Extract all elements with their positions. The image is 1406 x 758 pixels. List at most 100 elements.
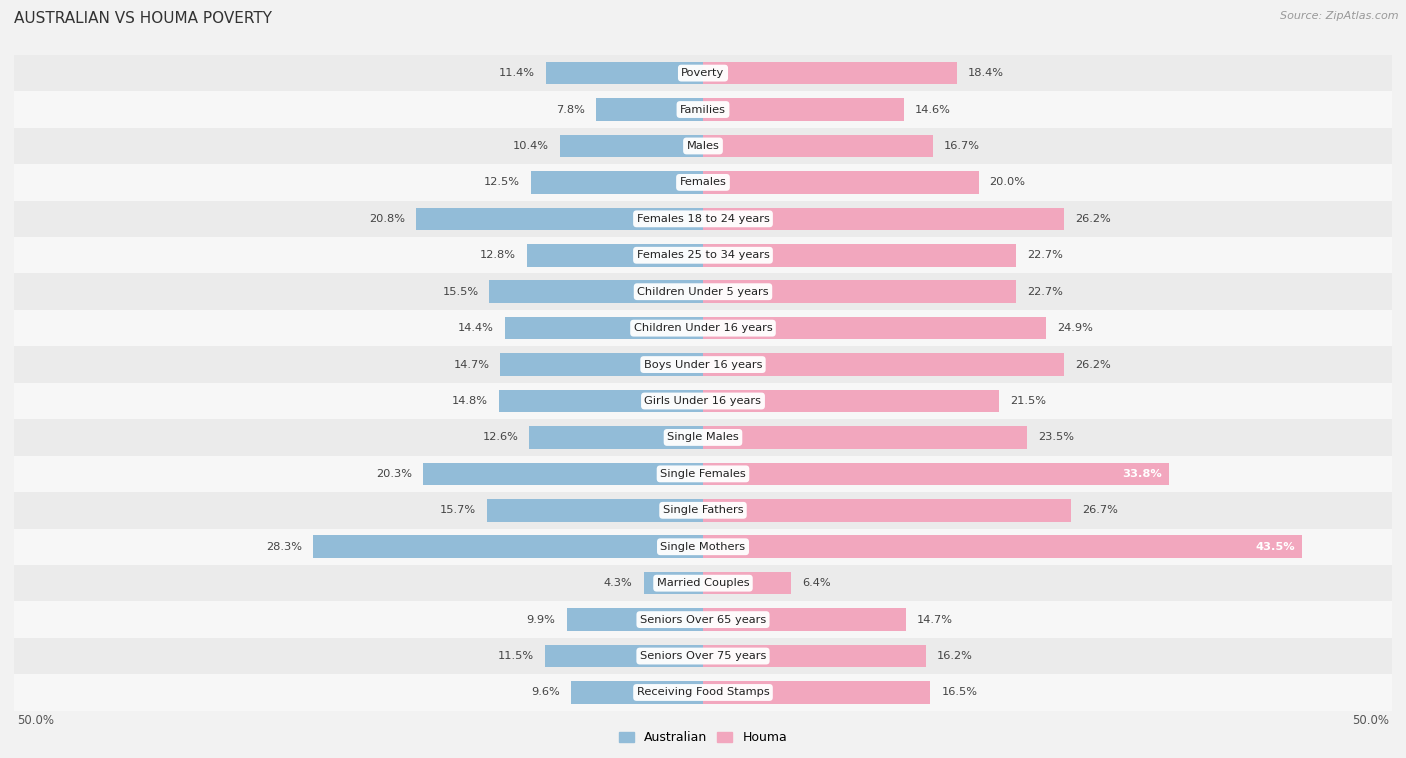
Bar: [546, 62, 703, 84]
Text: 26.2%: 26.2%: [1076, 214, 1111, 224]
Bar: [14, 456, 1392, 492]
Bar: [560, 135, 703, 157]
Text: 10.4%: 10.4%: [513, 141, 548, 151]
Text: 50.0%: 50.0%: [17, 714, 53, 728]
Text: 9.9%: 9.9%: [527, 615, 555, 625]
Bar: [314, 535, 703, 558]
Text: Males: Males: [686, 141, 720, 151]
Bar: [703, 99, 904, 121]
Text: 12.6%: 12.6%: [482, 433, 519, 443]
Text: 14.7%: 14.7%: [917, 615, 953, 625]
Text: Seniors Over 75 years: Seniors Over 75 years: [640, 651, 766, 661]
Text: Boys Under 16 years: Boys Under 16 years: [644, 359, 762, 370]
Text: Families: Families: [681, 105, 725, 114]
Text: 28.3%: 28.3%: [266, 542, 302, 552]
Bar: [527, 244, 703, 267]
Text: 6.4%: 6.4%: [803, 578, 831, 588]
Bar: [703, 171, 979, 194]
Bar: [703, 208, 1064, 230]
Text: Girls Under 16 years: Girls Under 16 years: [644, 396, 762, 406]
Text: 9.6%: 9.6%: [531, 688, 560, 697]
Text: 15.7%: 15.7%: [440, 506, 475, 515]
Bar: [703, 135, 934, 157]
Text: 16.5%: 16.5%: [942, 688, 977, 697]
Text: Seniors Over 65 years: Seniors Over 65 years: [640, 615, 766, 625]
Bar: [644, 572, 703, 594]
Bar: [14, 346, 1392, 383]
Text: 26.7%: 26.7%: [1083, 506, 1118, 515]
Text: 14.7%: 14.7%: [453, 359, 489, 370]
Bar: [416, 208, 703, 230]
Text: 12.5%: 12.5%: [484, 177, 520, 187]
Bar: [703, 426, 1026, 449]
Text: 20.8%: 20.8%: [370, 214, 405, 224]
Bar: [567, 609, 703, 631]
Text: 14.6%: 14.6%: [915, 105, 950, 114]
Text: 14.8%: 14.8%: [453, 396, 488, 406]
Bar: [703, 62, 956, 84]
Text: Receiving Food Stamps: Receiving Food Stamps: [637, 688, 769, 697]
Text: Married Couples: Married Couples: [657, 578, 749, 588]
Text: Females: Females: [679, 177, 727, 187]
Text: Females 18 to 24 years: Females 18 to 24 years: [637, 214, 769, 224]
Bar: [703, 681, 931, 703]
Text: 11.4%: 11.4%: [499, 68, 534, 78]
Text: Poverty: Poverty: [682, 68, 724, 78]
Text: 7.8%: 7.8%: [555, 105, 585, 114]
Bar: [423, 462, 703, 485]
Bar: [499, 390, 703, 412]
Text: 14.4%: 14.4%: [458, 323, 494, 333]
Bar: [544, 645, 703, 667]
Bar: [703, 535, 1302, 558]
Text: 18.4%: 18.4%: [967, 68, 1004, 78]
Text: 23.5%: 23.5%: [1038, 433, 1074, 443]
Text: 33.8%: 33.8%: [1122, 469, 1161, 479]
Bar: [703, 645, 927, 667]
Text: Single Females: Single Females: [661, 469, 745, 479]
Text: 12.8%: 12.8%: [479, 250, 516, 260]
Bar: [14, 637, 1392, 675]
Bar: [14, 492, 1392, 528]
Text: 26.2%: 26.2%: [1076, 359, 1111, 370]
Bar: [703, 280, 1015, 303]
Bar: [14, 601, 1392, 637]
Bar: [703, 609, 905, 631]
Text: 50.0%: 50.0%: [1353, 714, 1389, 728]
Text: Children Under 5 years: Children Under 5 years: [637, 287, 769, 296]
Bar: [14, 383, 1392, 419]
Text: 24.9%: 24.9%: [1057, 323, 1092, 333]
Bar: [505, 317, 703, 340]
Bar: [14, 201, 1392, 237]
Bar: [14, 91, 1392, 128]
Bar: [14, 128, 1392, 164]
Text: Children Under 16 years: Children Under 16 years: [634, 323, 772, 333]
Bar: [703, 353, 1064, 376]
Text: Females 25 to 34 years: Females 25 to 34 years: [637, 250, 769, 260]
Bar: [14, 237, 1392, 274]
Legend: Australian, Houma: Australian, Houma: [614, 726, 792, 749]
Bar: [596, 99, 703, 121]
Text: 21.5%: 21.5%: [1011, 396, 1046, 406]
Bar: [703, 572, 792, 594]
Bar: [703, 499, 1071, 522]
Bar: [489, 280, 703, 303]
Bar: [14, 675, 1392, 711]
Bar: [14, 164, 1392, 201]
Bar: [14, 528, 1392, 565]
Text: Single Mothers: Single Mothers: [661, 542, 745, 552]
Bar: [14, 419, 1392, 456]
Bar: [703, 244, 1015, 267]
Text: Source: ZipAtlas.com: Source: ZipAtlas.com: [1281, 11, 1399, 21]
Text: 22.7%: 22.7%: [1026, 287, 1063, 296]
Bar: [703, 390, 1000, 412]
Bar: [703, 317, 1046, 340]
Bar: [530, 426, 703, 449]
Text: 16.2%: 16.2%: [938, 651, 973, 661]
Bar: [531, 171, 703, 194]
Bar: [14, 274, 1392, 310]
Bar: [14, 310, 1392, 346]
Bar: [14, 565, 1392, 601]
Bar: [14, 55, 1392, 91]
Text: 43.5%: 43.5%: [1256, 542, 1295, 552]
Text: 15.5%: 15.5%: [443, 287, 478, 296]
